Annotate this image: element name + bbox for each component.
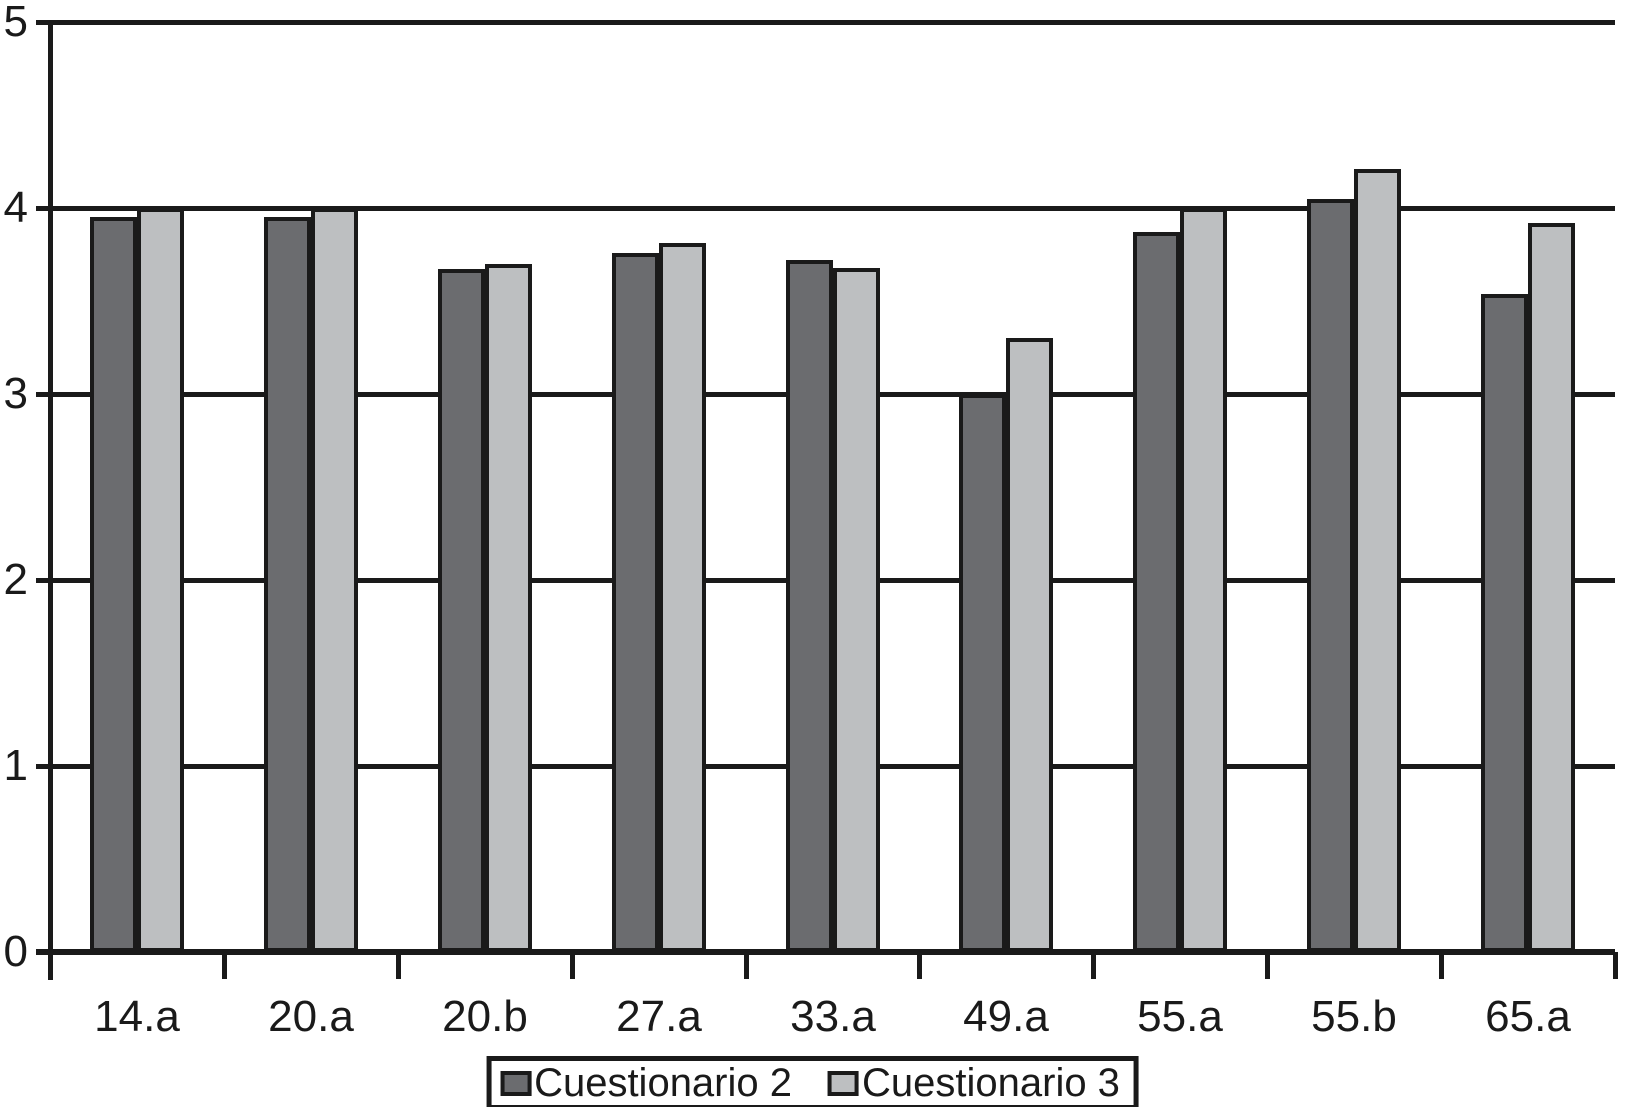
x-tick-label-33.a: 33.a <box>790 992 876 1041</box>
y-axis-line <box>48 20 53 980</box>
y-tick-label-1: 1 <box>3 741 28 790</box>
x-tick-label-49.a: 49.a <box>963 992 1049 1041</box>
gridline-5 <box>50 20 1615 25</box>
y-tick-label-3: 3 <box>3 369 28 418</box>
x-tick-2 <box>396 952 401 979</box>
bar-cuestionario-3-65.a <box>1528 223 1575 952</box>
x-tick-9 <box>1613 952 1618 979</box>
x-tick-1 <box>222 952 227 979</box>
bar-cuestionario-2-20.b <box>438 269 485 952</box>
bar-cuestionario-2-55.b <box>1307 199 1354 952</box>
x-axis-line <box>36 949 1615 955</box>
y-tick-label-2: 2 <box>3 555 28 604</box>
y-tick-1 <box>36 764 74 769</box>
y-tick-4 <box>36 206 74 211</box>
x-tick-4 <box>744 952 749 979</box>
x-tick-label-27.a: 27.a <box>616 992 702 1041</box>
x-tick-label-55.a: 55.a <box>1137 992 1223 1041</box>
x-tick-6 <box>1091 952 1096 979</box>
bar-cuestionario-3-55.b <box>1354 169 1401 952</box>
bar-cuestionario-3-49.a <box>1006 338 1053 952</box>
bar-cuestionario-2-14.a <box>90 217 137 952</box>
x-tick-8 <box>1439 952 1444 979</box>
legend-item-2: Cuestionario 3 <box>828 1063 1120 1103</box>
x-tick-7 <box>1265 952 1270 979</box>
bar-cuestionario-3-20.b <box>485 264 532 952</box>
bar-cuestionario-2-49.a <box>959 394 1006 952</box>
x-tick-5 <box>917 952 922 979</box>
bar-cuestionario-2-20.a <box>264 217 311 952</box>
bar-cuestionario-3-33.a <box>833 268 880 952</box>
y-tick-label-4: 4 <box>3 183 28 232</box>
gridline-4 <box>50 206 1615 211</box>
y-tick-3 <box>36 392 74 397</box>
x-tick-label-20.a: 20.a <box>268 992 354 1041</box>
legend: Cuestionario 2 Cuestionario 3 <box>486 1056 1139 1107</box>
plot-area <box>50 20 1615 952</box>
x-tick-label-14.a: 14.a <box>94 992 180 1041</box>
x-tick-label-55.b: 55.b <box>1311 992 1397 1041</box>
legend-label-2: Cuestionario 3 <box>862 1061 1120 1105</box>
x-tick-label-20.b: 20.b <box>442 992 528 1041</box>
y-tick-label-0: 0 <box>3 927 28 976</box>
bar-cuestionario-2-27.a <box>612 253 659 952</box>
bar-cuestionario-3-20.a <box>311 208 358 952</box>
bar-cuestionario-3-27.a <box>659 243 706 952</box>
bar-cuestionario-2-65.a <box>1481 294 1528 952</box>
legend-item-1: Cuestionario 2 <box>500 1063 792 1103</box>
bar-cuestionario-3-55.a <box>1180 208 1227 952</box>
y-tick-5 <box>36 20 74 25</box>
x-tick-label-65.a: 65.a <box>1485 992 1571 1041</box>
legend-swatch-1 <box>500 1070 532 1096</box>
y-tick-2 <box>36 578 74 583</box>
y-tick-label-5: 5 <box>3 0 28 46</box>
bar-cuestionario-3-14.a <box>137 208 184 952</box>
legend-swatch-2 <box>828 1070 859 1096</box>
bar-cuestionario-2-33.a <box>786 260 833 952</box>
legend-label-1: Cuestionario 2 <box>534 1061 792 1105</box>
bar-cuestionario-2-55.a <box>1133 232 1180 952</box>
x-tick-3 <box>570 952 575 979</box>
